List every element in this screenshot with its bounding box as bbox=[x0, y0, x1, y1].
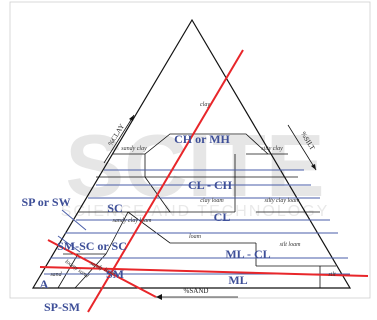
axis-sand-label: %SAND bbox=[184, 287, 209, 295]
arrow-up-icon bbox=[129, 115, 134, 121]
class-sc: SC bbox=[107, 201, 122, 215]
arrow-left-icon bbox=[156, 294, 162, 300]
texture-loamy-sand: loamy sand bbox=[64, 259, 91, 280]
figure-frame bbox=[9, 1, 371, 299]
class-a-mark: A bbox=[40, 277, 49, 291]
watermark-subtext: SCIENCE AND TECHNOLOGY bbox=[61, 203, 330, 220]
class-sp-sm: SP-SM bbox=[44, 300, 80, 314]
texture-sandy-clay-loam: sandy clay loam bbox=[113, 218, 153, 224]
class-cl-ch: CL - CH bbox=[188, 178, 233, 192]
texture-clay: clay bbox=[200, 102, 210, 108]
class-cl: CL bbox=[214, 210, 231, 224]
texture-silt: silt bbox=[328, 272, 336, 278]
texture-silt-loam: silt loam bbox=[280, 242, 302, 248]
class-sp-sw: SP or SW bbox=[21, 195, 70, 209]
texture-loam: loam bbox=[189, 234, 202, 240]
arrow-down-icon bbox=[311, 164, 316, 170]
class-ml-cl: ML - CL bbox=[225, 247, 270, 261]
uscs-boundaries bbox=[44, 169, 350, 275]
sand-axis: %SAND bbox=[156, 287, 238, 300]
class-sm: SM bbox=[106, 267, 124, 281]
texture-silty-clay: silty clay bbox=[261, 146, 283, 152]
texture-sandy-clay: sandy clay bbox=[121, 146, 147, 152]
classification-lines bbox=[39, 49, 369, 313]
texture-sand: sand bbox=[50, 272, 62, 278]
texture-clay-loam: clay loam bbox=[200, 198, 224, 204]
class-ml: ML bbox=[228, 273, 247, 287]
class-sm-sc: SM-SC or SC bbox=[57, 239, 127, 253]
class-ch-mh: CH or MH bbox=[174, 132, 230, 146]
texture-silty-clay-loam: silty clay loam bbox=[265, 198, 301, 204]
